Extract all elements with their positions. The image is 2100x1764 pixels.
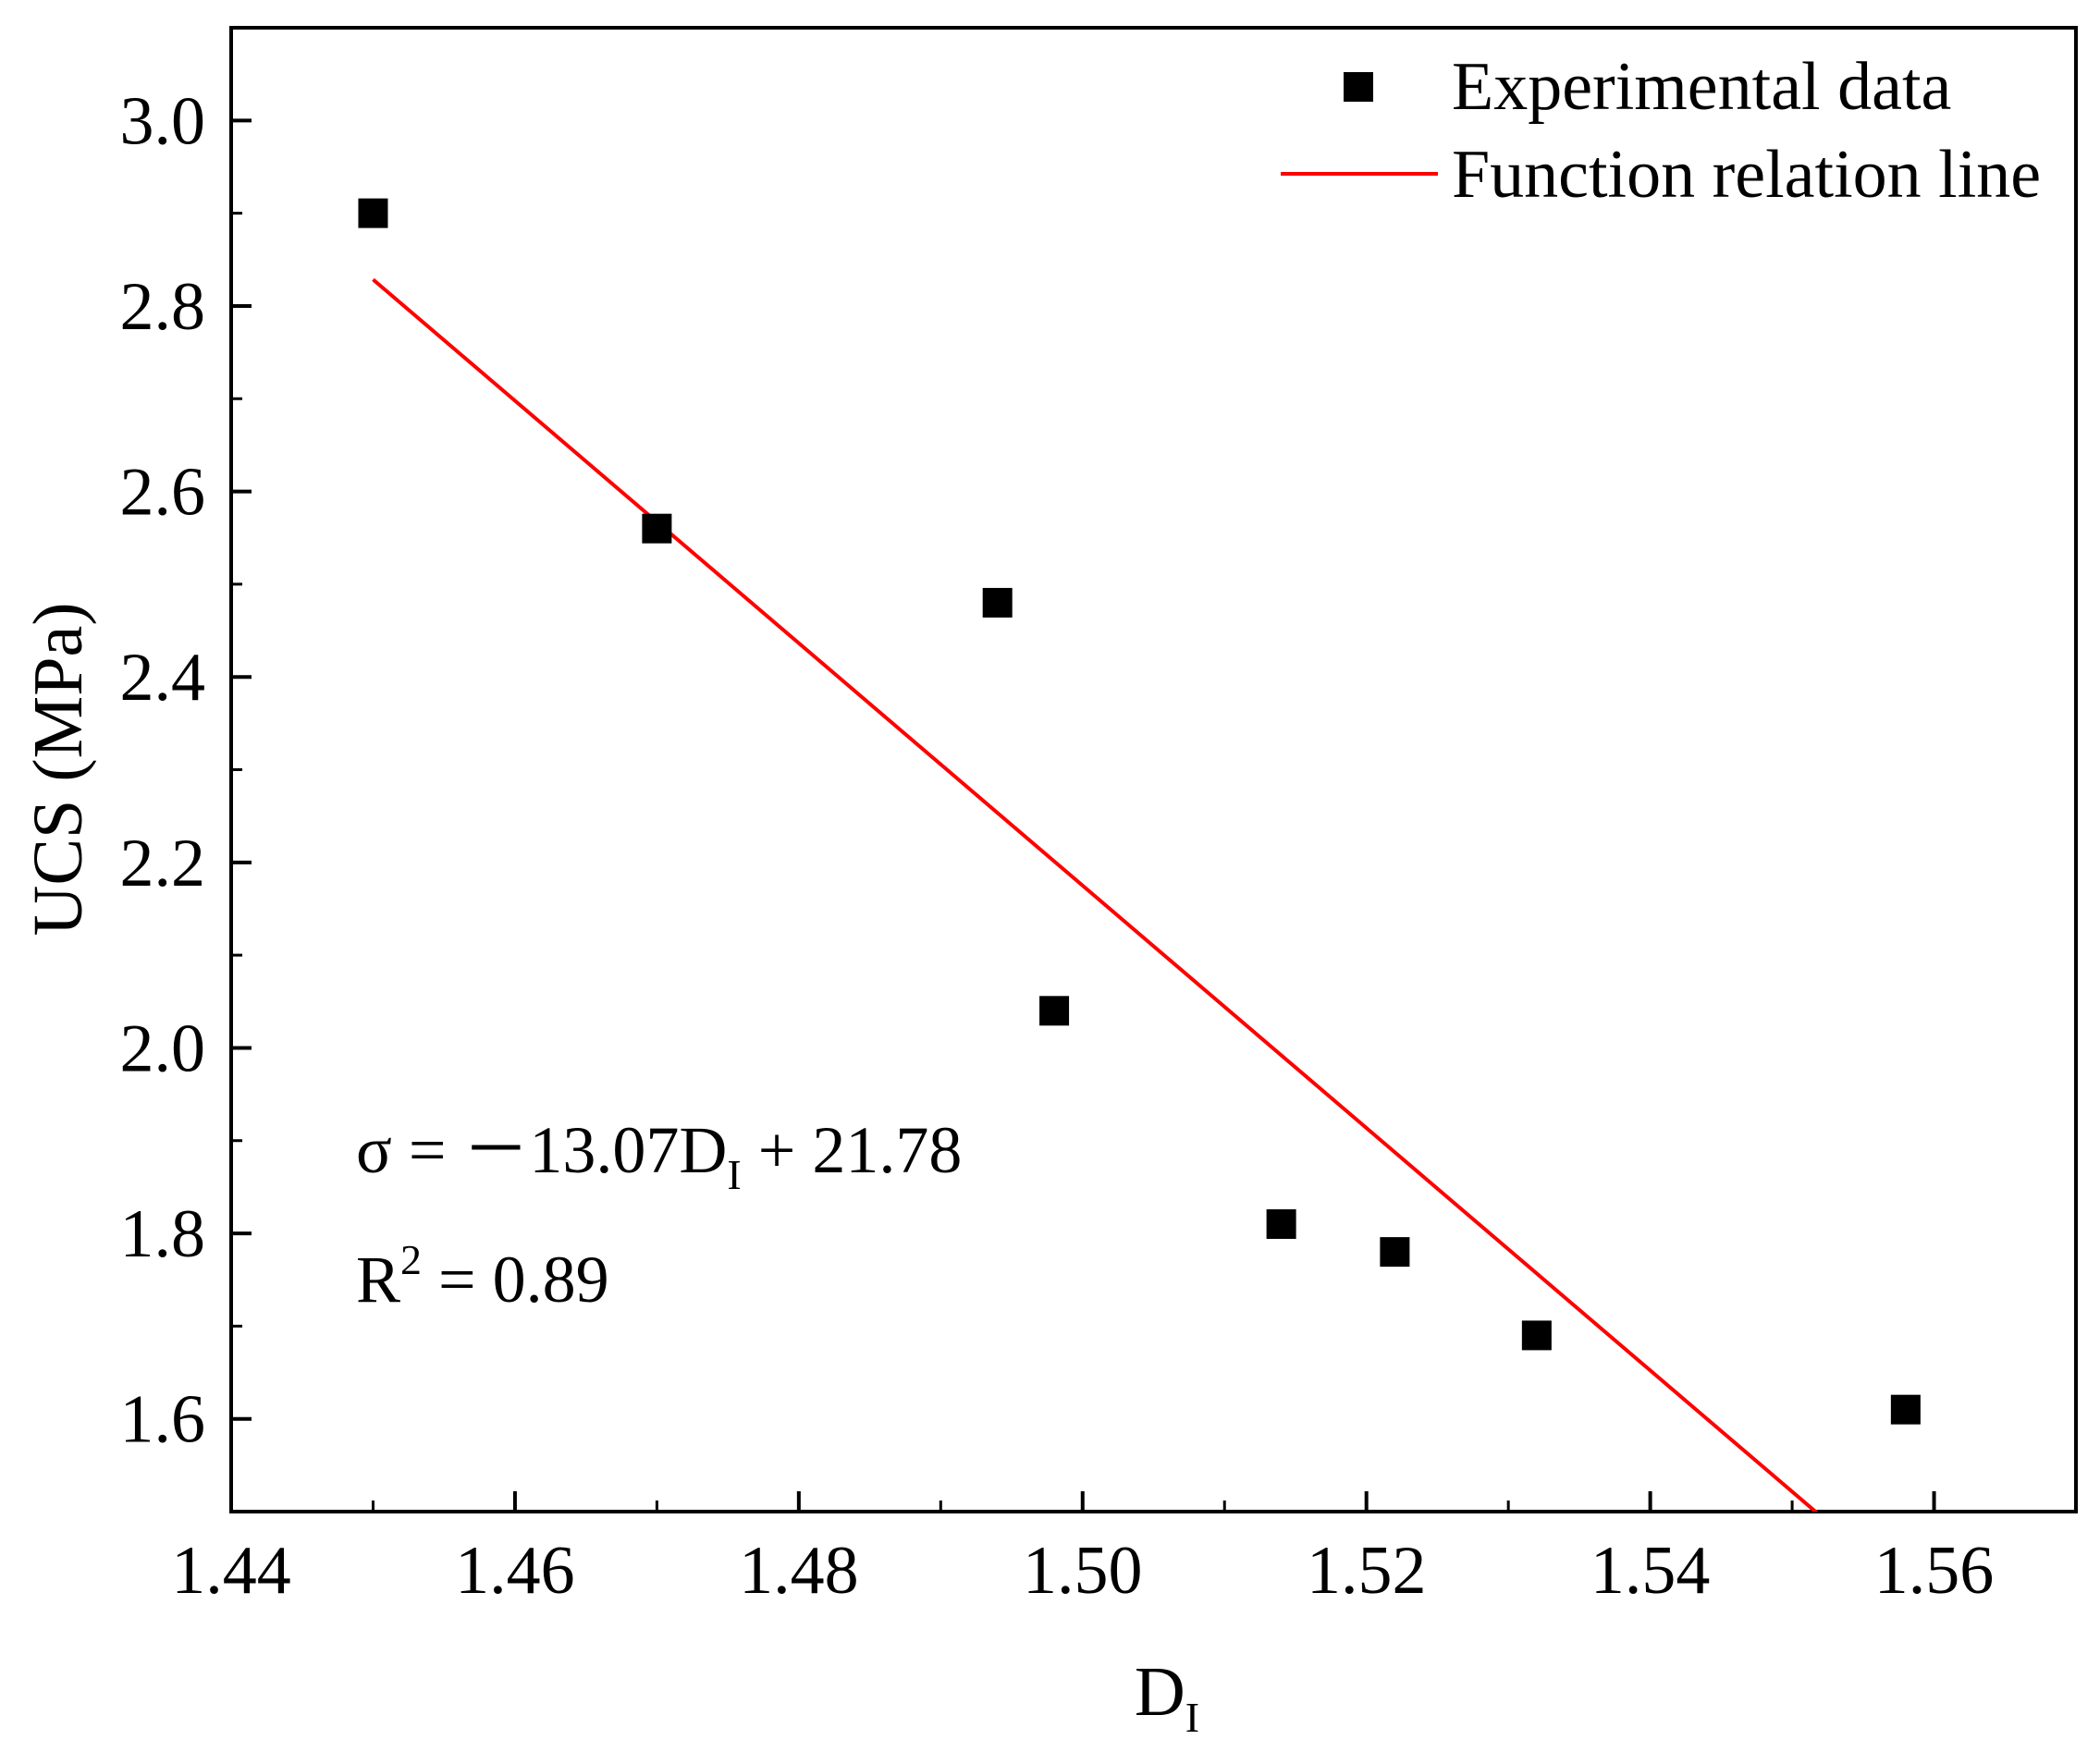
r-squared-annotation: R2 = 0.89 — [356, 1236, 609, 1317]
equation-annotation: σ = －13.07DI + 21.78 — [356, 1113, 962, 1198]
fit-line — [372, 277, 1819, 1512]
data-point — [1521, 1320, 1552, 1351]
data-point — [982, 587, 1013, 618]
y-tick-label: 2.4 — [120, 640, 206, 716]
r-squared-prefix: R — [356, 1243, 400, 1317]
equation-suffix: + 21.78 — [742, 1113, 963, 1187]
x-tick-label: 1.56 — [1874, 1533, 1995, 1609]
data-point — [1380, 1237, 1410, 1268]
data-point — [642, 513, 672, 544]
fit-line-group — [372, 277, 1819, 1512]
x-tick-label: 1.54 — [1590, 1533, 1711, 1609]
equation-prefix: σ = －13.07D — [356, 1113, 727, 1187]
data-points — [358, 198, 1921, 1425]
y-tick-label: 2.2 — [120, 826, 206, 901]
x-axis-title: DI — [1135, 1653, 1199, 1741]
data-point — [1039, 996, 1070, 1026]
x-axis-title-sub: I — [1185, 1694, 1199, 1741]
data-point — [1890, 1394, 1921, 1425]
y-axis-title: UCS (MPa) — [19, 602, 97, 936]
x-axis-ticks: 1.44 1.46 1.48 1.50 1.52 1.54 1.56 — [171, 1491, 2078, 1609]
data-point — [358, 198, 388, 228]
y-tick-label: 2.0 — [120, 1011, 206, 1086]
y-tick-label: 2.6 — [120, 455, 206, 531]
x-axis-title-main: D — [1135, 1653, 1185, 1731]
legend-label-experimental: Experimental data — [1452, 49, 1951, 125]
y-tick-label: 2.8 — [120, 269, 206, 345]
x-tick-label: 1.48 — [739, 1533, 859, 1609]
y-axis-ticks: 1.6 1.8 2.0 2.2 2.4 2.6 2.8 3.0 — [120, 26, 252, 1513]
x-tick-label: 1.52 — [1307, 1533, 1427, 1609]
legend: Experimental data Function relation line — [1281, 49, 2041, 213]
legend-marker-square — [1344, 72, 1373, 102]
r-squared-superscript: 2 — [400, 1236, 422, 1283]
y-tick-label: 1.8 — [120, 1196, 206, 1272]
y-tick-label: 1.6 — [120, 1382, 206, 1458]
x-tick-label: 1.46 — [455, 1533, 575, 1609]
r-squared-suffix: = 0.89 — [422, 1243, 609, 1317]
y-tick-label: 3.0 — [120, 83, 206, 159]
legend-label-function: Function relation line — [1452, 137, 2041, 213]
equation-subscript: I — [727, 1151, 741, 1198]
data-point — [1266, 1209, 1296, 1240]
x-tick-label: 1.44 — [171, 1533, 291, 1609]
x-tick-label: 1.50 — [1023, 1533, 1143, 1609]
